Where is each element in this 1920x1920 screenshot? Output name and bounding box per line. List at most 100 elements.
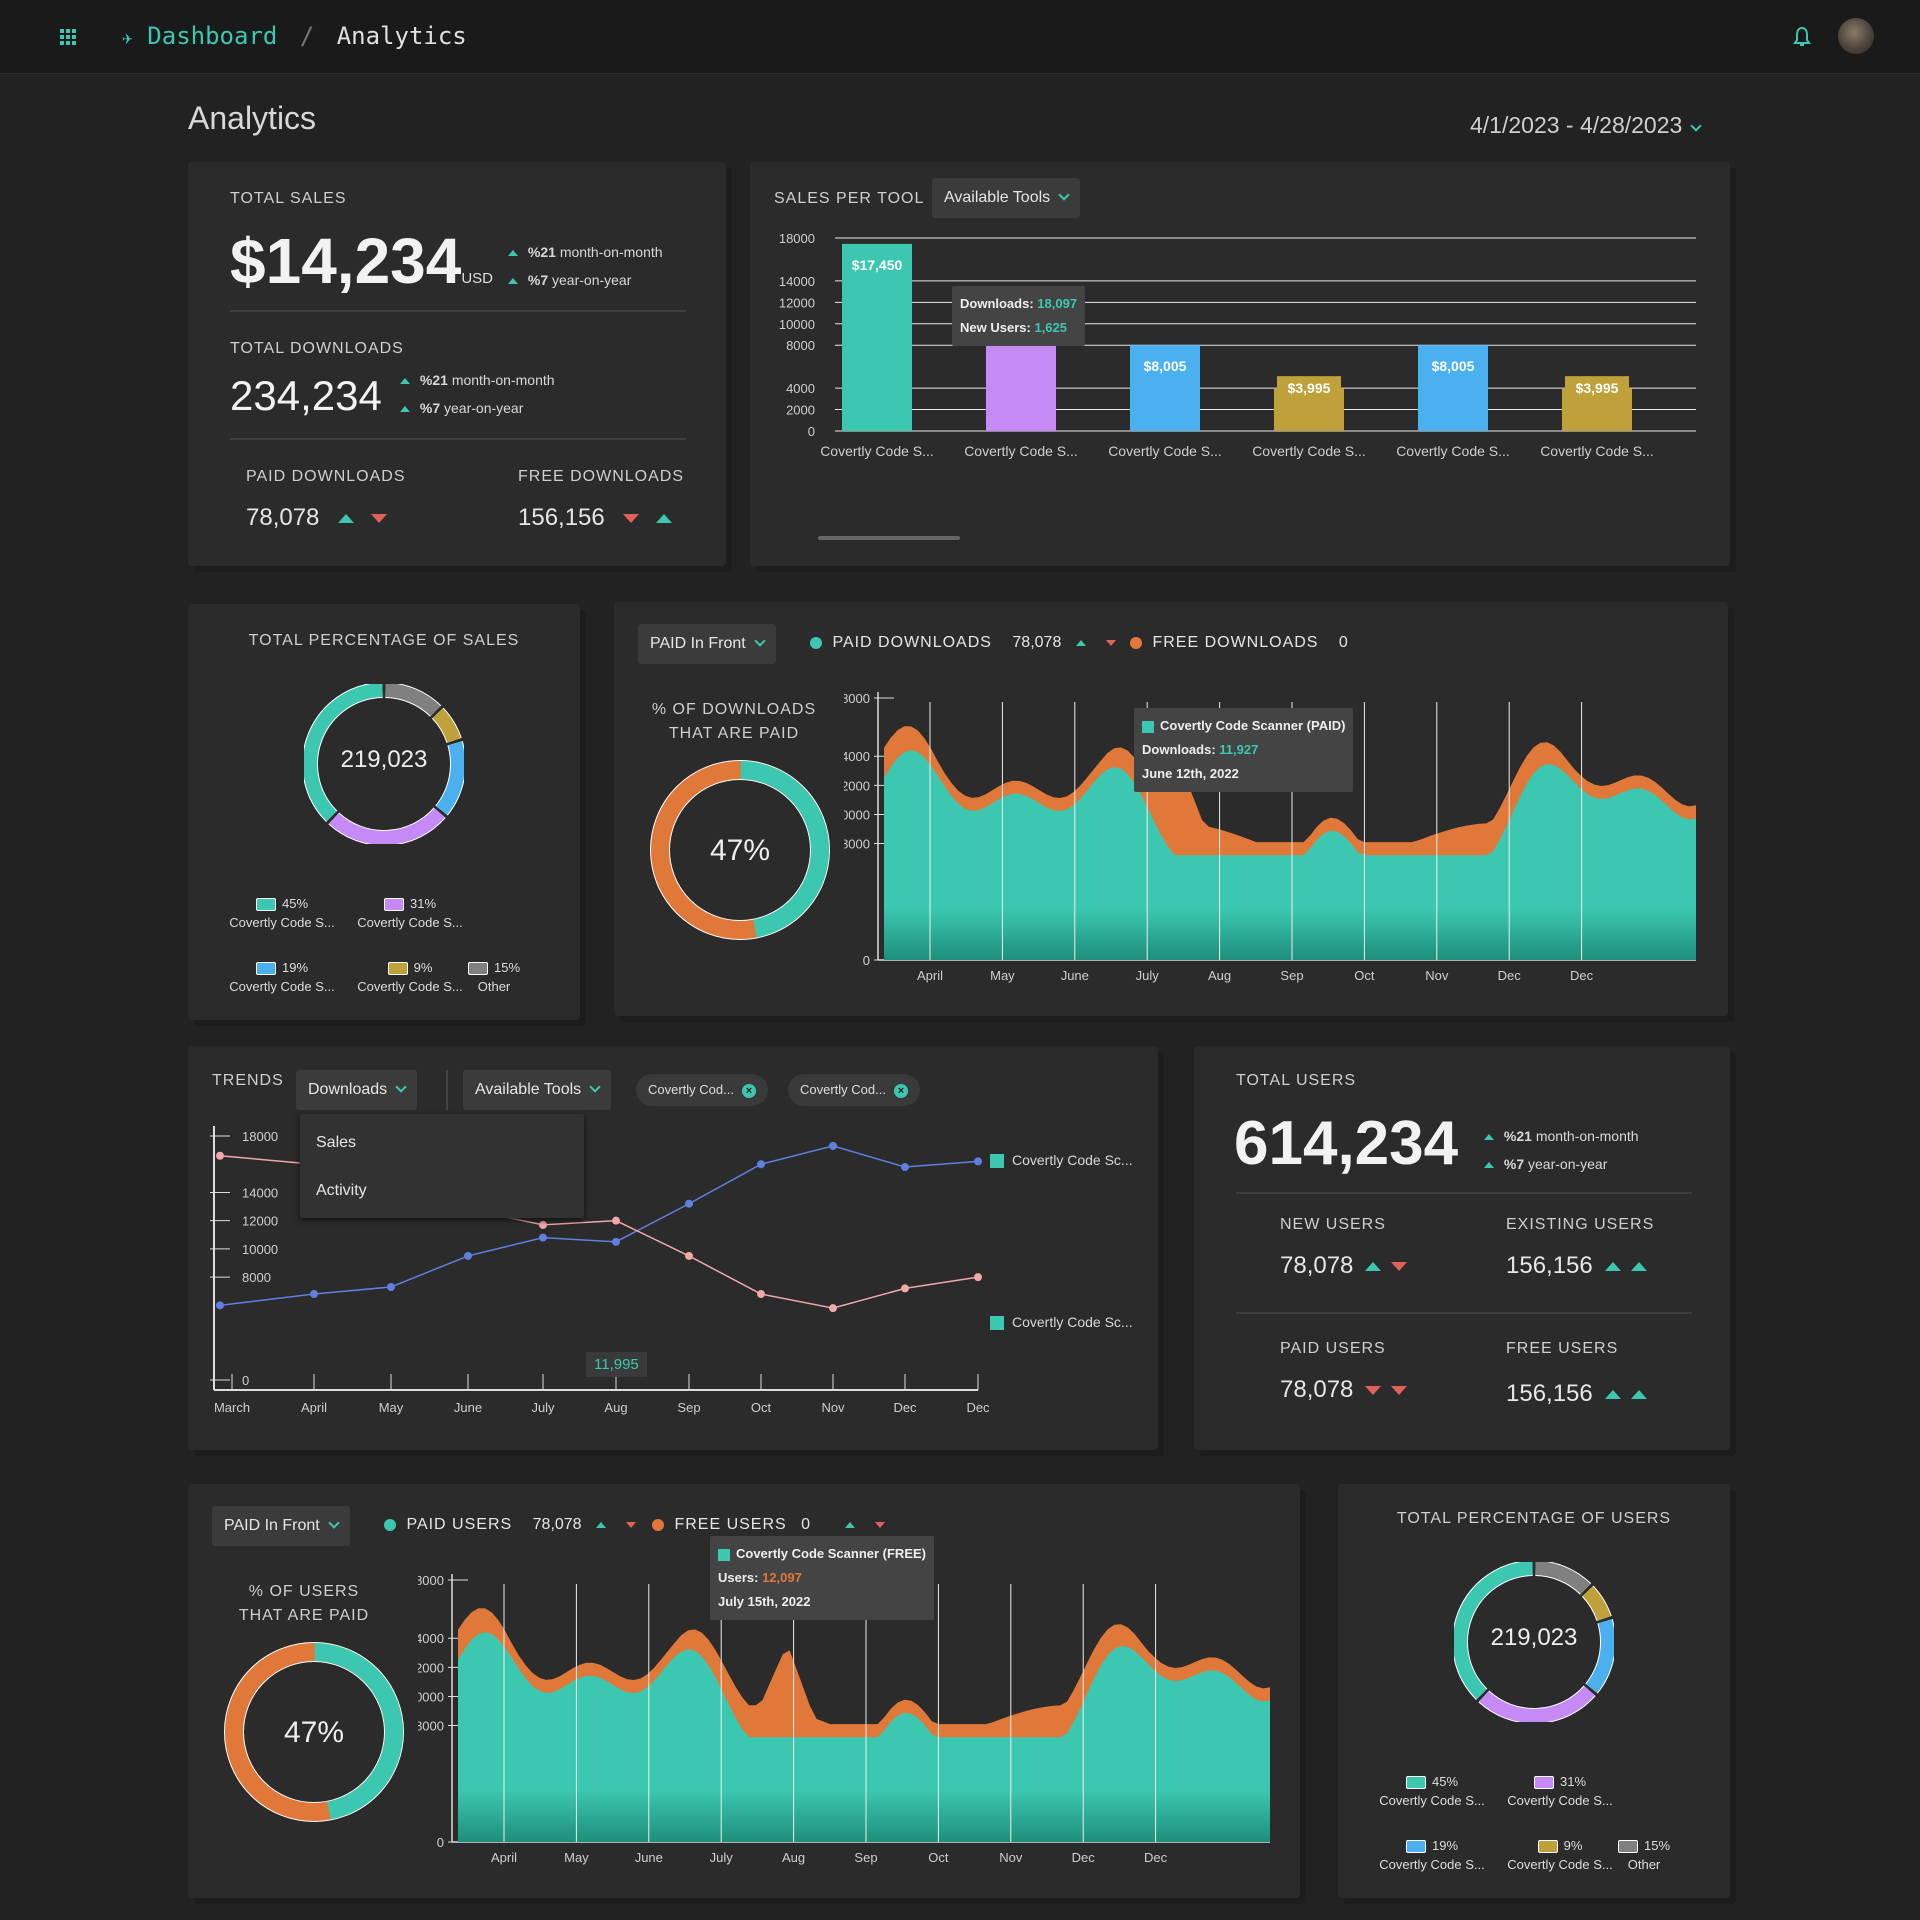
legend-item[interactable]: 19% Covertly Code S...	[1378, 1838, 1486, 1872]
available-tools-dropdown[interactable]: Available Tools	[932, 178, 1081, 218]
down-arrow-icon	[370, 514, 387, 524]
legend-item[interactable]: 9% Covertly Code S...	[356, 960, 464, 994]
close-icon[interactable]: ×	[741, 1083, 756, 1098]
free-users-stat: 156,156	[1506, 1380, 1647, 1408]
legend-name: Other	[1627, 1857, 1661, 1873]
bar	[1130, 345, 1200, 431]
x-tick-label: July	[531, 1400, 555, 1415]
bar-value-label: $3,995	[1288, 380, 1331, 396]
chevron-down-icon	[589, 1081, 601, 1093]
data-point	[974, 1157, 982, 1166]
divider	[446, 1070, 448, 1110]
chevron-down-icon	[328, 1517, 340, 1529]
users-area-card: PAID In Front PAID USERS 78,078 FREE USE…	[188, 1484, 1300, 1898]
data-point	[829, 1141, 837, 1150]
users-area-chart: 0 8000 10000 12000 14000 18000 April May June Jul…	[418, 1574, 1270, 1865]
legend-item[interactable]: 15% Other	[464, 960, 524, 994]
legend-swatch	[387, 962, 408, 976]
x-category-label: Covertly Code S...	[1396, 443, 1510, 459]
x-tick-label: May	[564, 1850, 589, 1865]
data-point	[685, 1251, 693, 1260]
legend-item[interactable]: 31% Covertly Code S...	[1506, 1774, 1614, 1808]
data-point	[612, 1237, 620, 1246]
data-point	[685, 1199, 693, 1208]
bell-icon[interactable]	[1793, 26, 1811, 48]
tool-chip-2[interactable]: Covertly Cod... ×	[788, 1074, 920, 1106]
x-tick-label: April	[491, 1850, 517, 1865]
up-arrow-icon	[508, 278, 518, 285]
legend-item[interactable]: 45% Covertly Code S...	[228, 896, 336, 930]
data-point	[612, 1216, 620, 1225]
donut-slice	[1535, 1562, 1591, 1595]
page-title: Analytics	[188, 100, 317, 136]
breadcrumb-dashboard[interactable]: Dashboard	[147, 22, 278, 50]
pct-users-label: TOTAL PERCENTAGE OF USERS	[1396, 1510, 1672, 1527]
up-arrow-icon	[400, 406, 410, 413]
total-users-label: TOTAL USERS	[1236, 1072, 1357, 1089]
x-tick-label: Dec	[1498, 968, 1522, 983]
paid-downloads-stat: 78,078	[246, 504, 387, 532]
avatar[interactable]	[1838, 18, 1874, 54]
legend-swatch	[1405, 1776, 1426, 1790]
legend-item[interactable]: 15% Other	[1614, 1838, 1674, 1872]
divider	[230, 310, 686, 312]
x-tick-label: Aug	[1208, 968, 1231, 983]
legend-name: Other	[477, 979, 511, 995]
paid-in-front-dropdown[interactable]: PAID In Front	[212, 1506, 350, 1546]
up-arrow-icon	[1630, 1390, 1647, 1400]
total-sales-value-group: $14,234USD	[230, 224, 493, 298]
donut-slice	[1479, 1686, 1595, 1722]
breadcrumb-separator: /	[299, 22, 315, 50]
y-tick-label: 8000	[844, 837, 870, 852]
legend-pct: 15%	[493, 960, 521, 975]
y-tick-label: 18000	[242, 1129, 278, 1144]
menu-item-activity[interactable]: Activity	[316, 1182, 367, 1199]
x-tick-label: Dec	[1570, 968, 1594, 983]
paid-pct-donut	[650, 760, 830, 940]
tool-chip-1[interactable]: Covertly Cod... ×	[636, 1074, 768, 1106]
legend-swatch	[1533, 1776, 1554, 1790]
tools-dropdown[interactable]: Available Tools	[463, 1070, 612, 1110]
y-tick-label: 18000	[418, 1574, 444, 1588]
legend-name: Covertly Code S...	[229, 979, 335, 995]
close-icon[interactable]: ×	[893, 1083, 908, 1098]
legend-pct: 19%	[281, 960, 309, 975]
data-point	[216, 1301, 224, 1310]
menu-item-sales[interactable]: Sales	[316, 1134, 357, 1151]
total-sales-label: TOTAL SALES	[230, 190, 347, 207]
legend-item[interactable]: 9% Covertly Code S...	[1506, 1838, 1614, 1872]
total-downloads-label: TOTAL DOWNLOADS	[230, 340, 404, 357]
up-arrow-icon	[1604, 1262, 1621, 1272]
legend-item[interactable]: 19% Covertly Code S...	[228, 960, 336, 994]
paid-in-front-dropdown[interactable]: PAID In Front	[638, 624, 776, 664]
legend-item[interactable]: 45% Covertly Code S...	[1378, 1774, 1486, 1808]
y-tick-label: 4000	[786, 381, 815, 396]
y-tick-label: 12000	[418, 1660, 444, 1675]
divider	[230, 438, 686, 440]
bar-value-label: $17,450	[852, 257, 903, 273]
legend-swatch	[1405, 1840, 1426, 1854]
chevron-down-icon	[395, 1081, 407, 1093]
legend-item[interactable]: 31% Covertly Code S...	[356, 896, 464, 930]
x-tick-label: Sep	[677, 1400, 700, 1415]
pct-users-card: TOTAL PERCENTAGE OF USERS 219,023 45% Cov…	[1338, 1484, 1730, 1898]
chevron-down-icon	[1058, 189, 1070, 201]
data-point	[829, 1304, 837, 1313]
sales-donut-chart	[304, 684, 464, 844]
new-users-stat: 78,078	[1280, 1252, 1408, 1280]
apps-grid-icon[interactable]	[60, 29, 76, 45]
x-tick-label: Nov	[999, 1850, 1023, 1865]
x-tick-label: Dec	[966, 1400, 990, 1415]
x-category-label: Covertly Code S...	[820, 443, 934, 459]
donut-slice	[1582, 1586, 1611, 1621]
data-point	[974, 1273, 982, 1282]
paid-downloads-series: PAID DOWNLOADS 78,078	[810, 634, 1117, 652]
y-tick-label: 14000	[779, 274, 815, 289]
horizontal-scrollbar[interactable]	[818, 536, 960, 540]
x-tick-label: July	[710, 1850, 734, 1865]
bar-value-label: $8,005	[1432, 358, 1475, 374]
date-range-picker[interactable]: 4/1/2023 - 4/28/2023	[1470, 112, 1702, 139]
free-downloads-stat: 156,156	[518, 504, 673, 532]
metric-dropdown[interactable]: Downloads	[296, 1070, 418, 1110]
x-tick-label: Nov	[821, 1400, 845, 1415]
